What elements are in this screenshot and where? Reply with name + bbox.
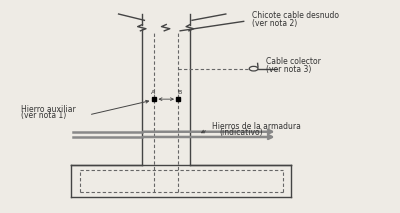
Text: A: A	[151, 89, 155, 95]
Text: Hierros de la armadura: Hierros de la armadura	[212, 122, 301, 131]
Text: (ver nota 3): (ver nota 3)	[266, 65, 311, 74]
Text: (ver nota 1): (ver nota 1)	[21, 111, 66, 121]
Text: Chicote cable desnudo: Chicote cable desnudo	[252, 11, 339, 20]
Text: (indicativo): (indicativo)	[220, 128, 264, 137]
Text: Hierro auxiliar: Hierro auxiliar	[21, 105, 76, 114]
Text: Cable colector: Cable colector	[266, 57, 320, 66]
Text: (ver nota 2): (ver nota 2)	[252, 19, 297, 28]
Text: B: B	[177, 89, 182, 95]
